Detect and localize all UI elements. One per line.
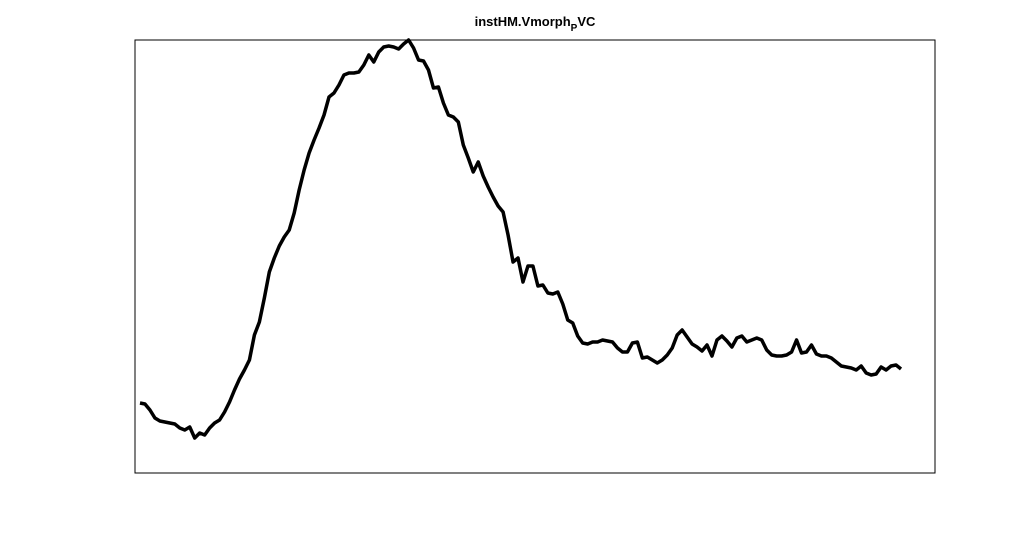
title-subscript: P [571,23,578,34]
data-line [139,38,903,440]
chart-title: instHM.VmorphPVC [475,14,596,34]
title-main: instHM.Vmorph [475,14,571,29]
title-suffix: VC [577,14,596,29]
plot-frame [134,39,936,474]
